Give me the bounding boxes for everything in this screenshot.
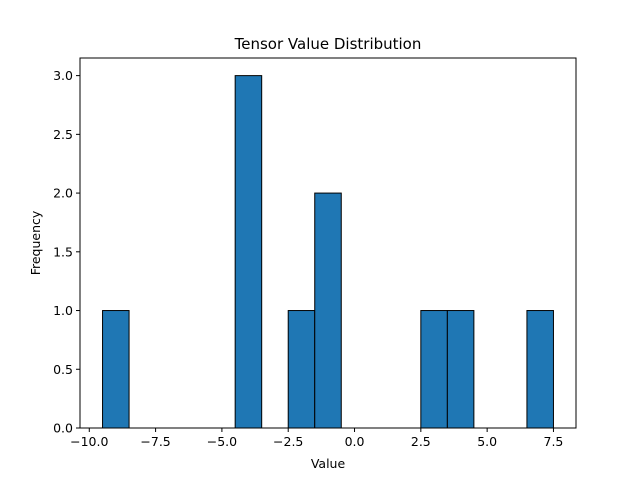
x-tick-label: 2.5 [411,434,431,449]
y-tick-label: 1.0 [53,303,73,318]
y-axis: 0.0 0.5 1.0 1.5 2.0 2.5 3.0 [53,68,80,436]
y-tick-label: 0.5 [53,362,73,377]
x-axis: −10.0 −7.5 −5.0 −2.5 0.0 2.5 5.0 7.5 [70,428,563,449]
histogram-bar-4 [420,310,448,429]
x-tick-label: 7.5 [544,434,564,449]
x-tick-label: −7.5 [140,434,170,449]
histogram-bar-5 [446,310,475,429]
bars-group [102,75,554,429]
histogram-bar-1 [234,75,263,429]
x-tick-label: 0.0 [345,434,365,449]
plot-frame [79,57,577,429]
y-tick-label: 2.5 [53,127,73,142]
chart-title: Tensor Value Distribution [234,35,422,53]
y-tick-label: 0.0 [53,421,73,436]
x-tick-label: 5.0 [477,434,497,449]
y-tick-label: 2.0 [53,186,73,201]
x-tick-label: −5.0 [207,434,237,449]
histogram-bar-2 [287,310,316,429]
x-axis-label: Value [311,456,346,471]
histogram-bar-3 [314,192,342,429]
y-axis-label: Frequency [28,210,43,275]
x-tick-label: −2.5 [273,434,303,449]
x-tick-label: −10.0 [70,434,108,449]
y-tick-label: 3.0 [53,68,73,83]
histogram-bar-6 [526,310,554,429]
y-tick-label: 1.5 [53,244,73,259]
histogram-bar-0 [102,310,130,429]
